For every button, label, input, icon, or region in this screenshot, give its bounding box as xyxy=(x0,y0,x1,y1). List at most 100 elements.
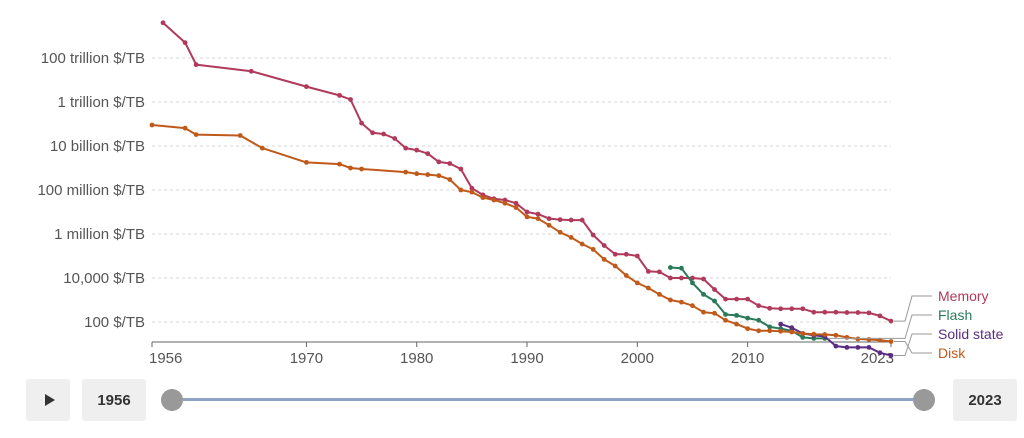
data-point xyxy=(712,287,717,292)
data-point xyxy=(833,343,839,349)
data-point xyxy=(679,299,684,305)
legend-connector xyxy=(827,314,932,339)
data-point xyxy=(568,235,574,240)
data-point xyxy=(844,345,850,350)
data-point xyxy=(712,310,717,316)
data-point xyxy=(568,217,574,223)
data-point xyxy=(436,173,442,179)
y-tick-label: 1 trillion $/TB xyxy=(57,94,145,111)
x-tick-label: 2010 xyxy=(731,350,764,367)
data-point xyxy=(756,317,762,323)
data-point xyxy=(822,332,828,337)
play-button[interactable] xyxy=(26,379,70,421)
timeline-end-handle[interactable] xyxy=(913,389,935,411)
data-point xyxy=(866,310,872,316)
end-year-button[interactable]: 2023 xyxy=(953,379,1017,421)
data-point xyxy=(623,251,629,257)
data-point xyxy=(381,131,387,137)
data-point xyxy=(866,337,872,342)
y-tick-label: 100 million $/TB xyxy=(37,182,145,199)
data-point xyxy=(259,145,265,151)
data-point xyxy=(193,132,199,137)
data-point xyxy=(469,189,475,195)
data-point xyxy=(877,350,883,356)
y-tick-label: 100 trillion $/TB xyxy=(41,50,145,67)
data-point xyxy=(745,326,751,332)
data-point xyxy=(546,216,552,222)
data-point xyxy=(348,97,353,102)
data-point xyxy=(745,315,751,321)
timeline-track[interactable] xyxy=(172,398,924,401)
data-point xyxy=(778,321,784,327)
data-point xyxy=(690,275,695,281)
data-point xyxy=(822,309,828,315)
series-line xyxy=(162,22,892,323)
data-point xyxy=(811,331,817,337)
play-icon xyxy=(44,394,55,406)
data-point xyxy=(855,345,861,350)
data-point xyxy=(888,353,894,358)
x-axis: 1956 1970 1980 1990 2000 2010 2023 xyxy=(149,341,894,367)
gridlines xyxy=(152,57,891,323)
data-point xyxy=(745,296,751,302)
start-year-button[interactable]: 1956 xyxy=(82,379,146,421)
data-point xyxy=(800,331,806,336)
data-point xyxy=(756,303,762,309)
data-point xyxy=(701,309,706,315)
y-tick-label: 100 $/TB xyxy=(84,314,145,331)
y-tick-label: 1 million $/TB xyxy=(54,226,145,243)
data-point xyxy=(447,177,453,182)
timeline-controls: 1956 2023 xyxy=(0,378,1024,424)
data-point xyxy=(590,232,596,238)
data-point xyxy=(668,275,673,281)
series-disk xyxy=(149,122,894,344)
data-point xyxy=(800,334,806,340)
data-point xyxy=(579,217,585,223)
data-point xyxy=(789,329,795,335)
data-point xyxy=(513,200,519,206)
x-tick-label: 1956 xyxy=(149,350,182,367)
data-point xyxy=(480,195,486,201)
data-point xyxy=(690,303,695,309)
data-point xyxy=(557,229,563,235)
data-point xyxy=(524,209,530,215)
data-point xyxy=(789,306,795,312)
data-point xyxy=(182,40,188,46)
data-point xyxy=(557,217,563,223)
data-point xyxy=(866,345,872,350)
data-point xyxy=(778,328,784,334)
data-point xyxy=(701,276,706,282)
legend-connector xyxy=(894,333,932,357)
data-point xyxy=(414,147,420,153)
data-point xyxy=(645,285,651,291)
y-tick-label: 10,000 $/TB xyxy=(63,270,145,287)
data-point xyxy=(601,257,607,262)
legend-connector xyxy=(894,340,932,354)
legend-label: Disk xyxy=(938,345,966,361)
data-point xyxy=(612,263,618,269)
data-point xyxy=(392,136,398,141)
data-point xyxy=(513,205,519,210)
timeline-start-handle[interactable] xyxy=(161,389,183,411)
data-point xyxy=(656,291,662,297)
x-tick-label: 2000 xyxy=(621,350,654,367)
data-point xyxy=(612,251,618,257)
data-point xyxy=(679,275,684,281)
data-point xyxy=(877,313,883,319)
data-point xyxy=(403,169,409,175)
data-point xyxy=(701,291,706,297)
data-point xyxy=(502,200,508,206)
data-point xyxy=(193,62,199,68)
data-point xyxy=(469,185,475,191)
y-axis-ticks: 100 trillion $/TB 1 trillion $/TB 10 billi… xyxy=(37,50,145,331)
y-tick-label: 10 billion $/TB xyxy=(50,138,145,155)
data-point xyxy=(712,298,717,304)
data-point xyxy=(833,332,839,338)
data-point xyxy=(237,133,243,138)
legend-label: Flash xyxy=(938,307,972,323)
data-point xyxy=(855,310,861,315)
data-point xyxy=(458,187,464,193)
data-point xyxy=(425,151,431,157)
data-point xyxy=(855,336,861,342)
data-point xyxy=(734,321,739,327)
